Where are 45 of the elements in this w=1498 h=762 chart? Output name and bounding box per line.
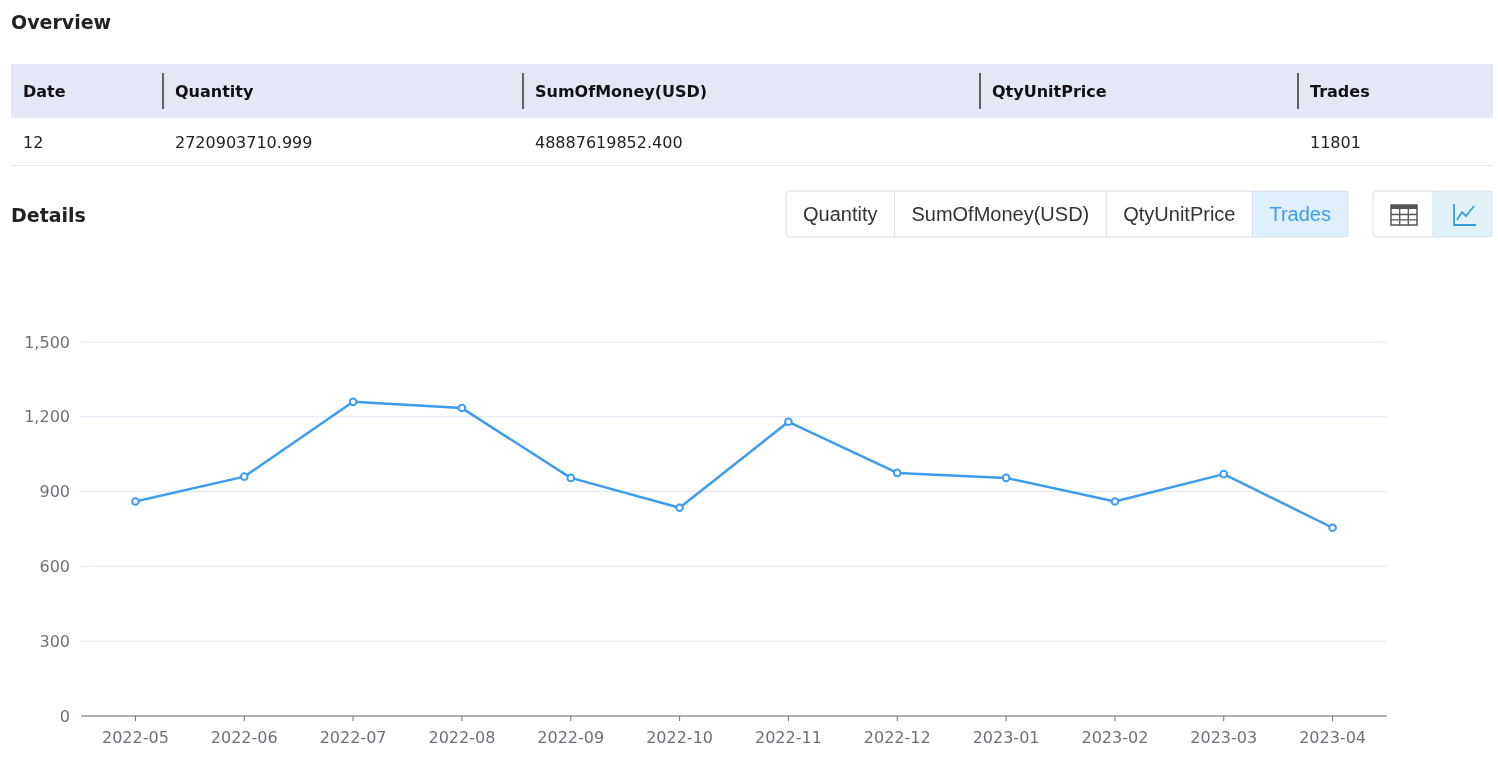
x-tick-label: 2023-01 xyxy=(972,727,1040,747)
text: 48887619852.400 xyxy=(535,133,683,152)
y-tick-label: 1,500 xyxy=(24,332,70,352)
x-tick-label: 2022-09 xyxy=(537,727,605,747)
y-tick-label: 300 xyxy=(39,631,70,651)
point xyxy=(1328,523,1337,533)
category-label: QtyUnitPrice xyxy=(992,82,1107,101)
text: Overview xyxy=(11,11,112,33)
point xyxy=(1219,469,1229,479)
x-tick-label: 2023-02 xyxy=(1081,727,1149,747)
text: 12 xyxy=(23,133,44,152)
category-label: Quantity xyxy=(175,82,254,101)
y-tick-label: 1,200 xyxy=(24,407,70,427)
x-tick-label: 2022-11 xyxy=(754,727,822,747)
point xyxy=(566,473,576,483)
text: Trades xyxy=(1269,203,1332,225)
x-tick-label: 2022-08 xyxy=(428,727,496,747)
point xyxy=(239,472,249,481)
x-tick-label: 2022-05 xyxy=(101,727,169,747)
text: 2720903710.999 xyxy=(175,133,313,152)
point xyxy=(675,503,684,513)
x-tick-label: 2023-03 xyxy=(1190,727,1258,747)
text: 11801 xyxy=(1310,133,1361,152)
text: SumOfMoney(USD) xyxy=(911,203,1090,225)
point xyxy=(131,497,140,506)
category-label: Trades xyxy=(1310,82,1370,101)
y-tick-label: 600 xyxy=(39,557,70,576)
x-tick-label: 2022-06 xyxy=(210,727,278,747)
text: Quantity xyxy=(802,203,878,225)
x-tick-label: 2022-12 xyxy=(863,727,931,747)
point xyxy=(784,417,793,427)
y-tick-label: 0 xyxy=(59,706,70,726)
text: QtyUnitPrice xyxy=(1123,203,1236,225)
x-tick-label: 2022-10 xyxy=(646,727,714,747)
x-tick-label: 2022-07 xyxy=(319,727,387,747)
category-label: Date xyxy=(23,82,66,101)
point xyxy=(1110,497,1120,506)
point xyxy=(892,468,902,478)
point xyxy=(348,397,358,407)
y-tick-label: 900 xyxy=(39,482,70,502)
chart-title: Details xyxy=(11,204,86,226)
point xyxy=(1001,473,1011,483)
category-label: SumOfMoney(USD) xyxy=(535,82,708,101)
x-tick-label: 2023-04 xyxy=(1299,727,1367,747)
point xyxy=(457,403,467,413)
